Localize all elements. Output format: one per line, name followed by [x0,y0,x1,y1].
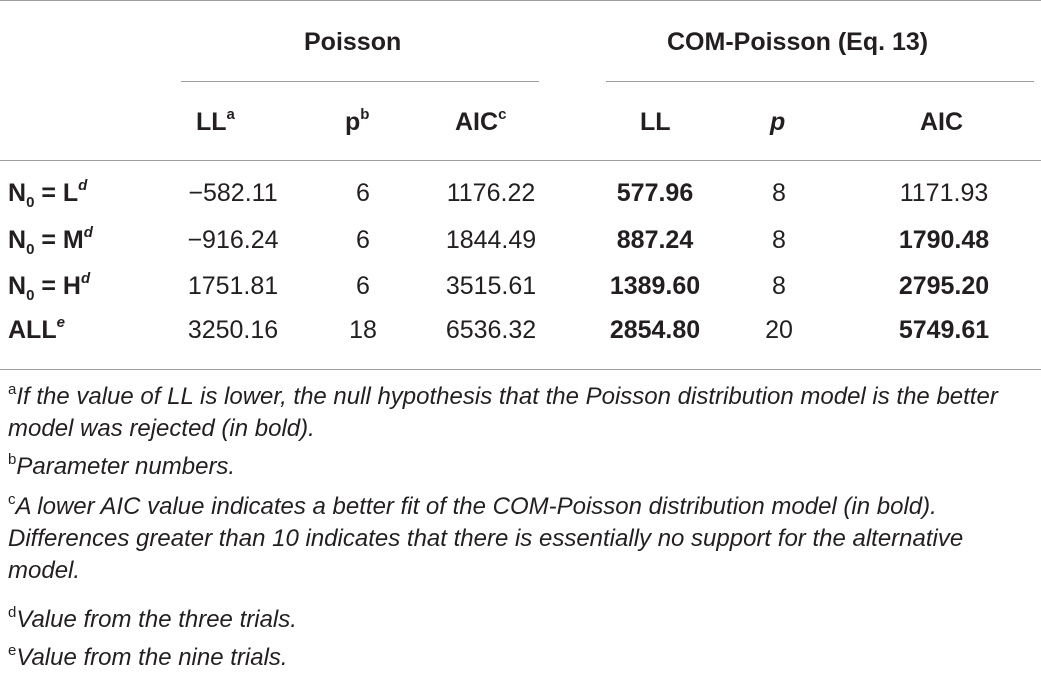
table-cell: 1790.48 [898,226,990,254]
table-cell: 18 [349,316,377,344]
row-label-sub: 0 [26,194,35,211]
row-label-sub: 0 [26,287,35,304]
table-cell: 1389.60 [609,272,701,300]
table-cell: 5749.61 [898,316,990,344]
table-cell: 2795.20 [898,272,990,300]
col-header-com-p: p [770,108,785,137]
group-header-poisson: Poisson [304,28,402,56]
col-header-label: AIC [920,108,964,136]
table-cell: 6536.32 [445,316,537,344]
col-header-label: AIC [455,108,499,136]
poisson-group-rule [181,81,539,82]
row-label-n0-m: N0 = Md [8,224,93,258]
table-cell: 6 [356,272,370,300]
table-cell: 1844.49 [445,226,537,254]
row-label-tail: = M [34,226,84,254]
col-header-label: p [770,108,786,136]
row-label-sup: e [56,314,65,331]
row-label-sub: 0 [26,241,35,258]
row-label-sup: d [83,224,93,241]
footnote-mark: c [8,491,16,508]
footnote-b: bParameter numbers. [8,451,1038,483]
table-cell: 577.96 [616,179,694,207]
row-label-sup: d [80,270,91,287]
table-cell: 887.24 [616,226,694,254]
col-header-poisson-aic: AICc [455,106,507,137]
table-cell: 3250.16 [187,316,279,344]
table-cell: 1176.22 [446,179,536,207]
row-label-n0-h: N0 = Hd [8,270,91,304]
table-cell: 3515.61 [445,272,537,300]
footnote-c: cA lower AIC value indicates a better fi… [8,491,1038,587]
table-cell: 20 [765,316,793,344]
table-cell: −582.11 [188,179,278,207]
row-label-sup: d [78,177,88,194]
footnote-text: Value from the three trials. [16,606,297,633]
row-label-main: N [8,179,27,207]
col-header-poisson-ll: LLa [196,106,235,137]
footnote-mark: d [8,604,17,621]
table-cell: 8 [772,226,786,254]
footnote-text: A lower AIC value indicates a better fit… [8,493,964,584]
row-label-main: N [8,272,27,300]
row-label-main: N [8,226,27,254]
col-header-com-aic: AIC [920,108,963,137]
row-label-tail: = H [34,272,81,300]
footnote-d: dValue from the three trials. [8,604,1038,636]
header-rule [0,160,1041,161]
col-header-label: LL [640,108,671,136]
row-label-tail: = L [34,179,79,207]
col-header-sup: b [360,106,370,123]
footnote-text: If the value of LL is lower, the null hy… [8,383,998,442]
col-header-poisson-p: pb [345,106,370,137]
col-header-sup: c [498,106,507,123]
footnote-a: aIf the value of LL is lower, the null h… [8,381,1038,445]
footnote-mark: a [8,381,17,398]
table-cell: 6 [356,179,370,207]
top-rule [0,0,1041,1]
row-label-all: ALLe [8,314,65,345]
col-header-label: p [345,108,361,136]
body-bottom-rule [0,369,1041,370]
footnote-e: eValue from the nine trials. [8,642,1038,674]
com-poisson-group-rule [606,81,1034,82]
group-header-com-poisson: COM-Poisson (Eq. 13) [667,28,929,56]
footnote-mark: e [8,642,17,659]
col-header-label: LL [196,108,227,136]
footnote-mark: b [8,451,17,468]
table-cell: 1751.81 [187,272,279,300]
footnote-text: Parameter numbers. [16,453,236,480]
table-cell: −916.24 [187,226,279,254]
row-label-main: ALL [8,316,57,344]
table-cell: 8 [772,179,786,207]
table-cell: 6 [356,226,370,254]
table-cell: 1171.93 [899,179,989,207]
col-header-com-ll: LL [640,108,671,137]
table-cell: 2854.80 [609,316,701,344]
table-cell: 8 [772,272,786,300]
col-header-sup: a [226,106,235,123]
footnote-text: Value from the nine trials. [16,644,288,671]
row-label-n0-l: N0 = Ld [8,177,88,211]
